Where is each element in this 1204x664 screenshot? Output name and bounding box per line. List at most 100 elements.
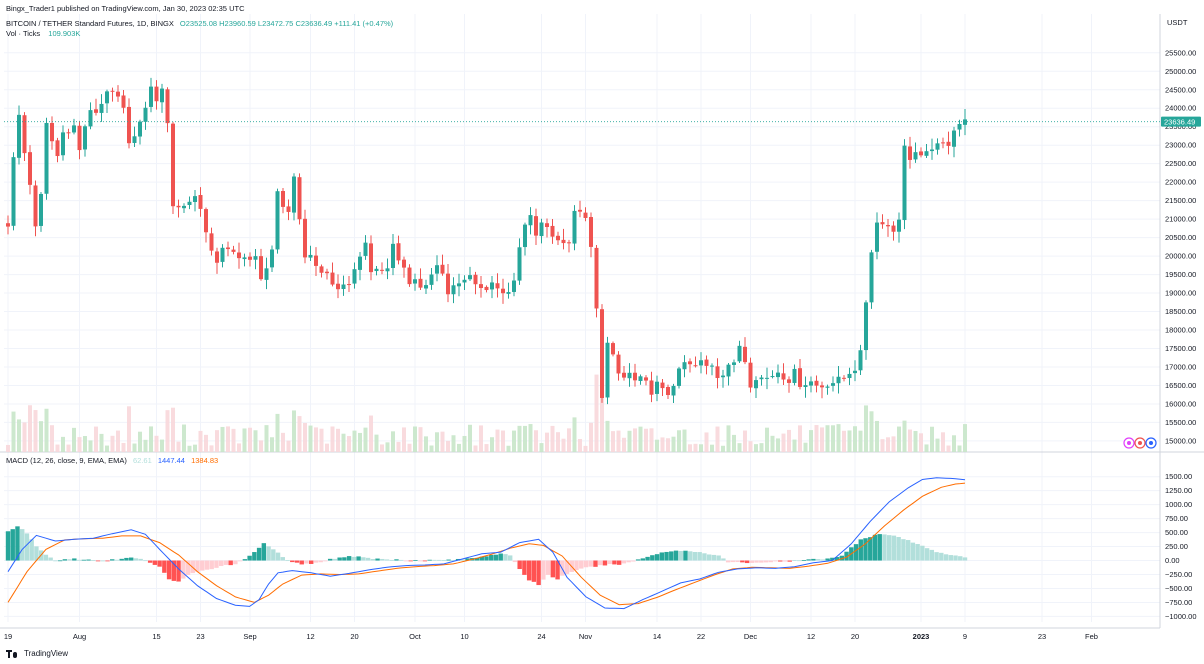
candle[interactable] <box>715 358 720 389</box>
candle[interactable] <box>561 228 566 250</box>
candle[interactable] <box>226 241 230 257</box>
candle[interactable] <box>721 369 725 388</box>
candle[interactable] <box>853 360 857 382</box>
candle[interactable] <box>880 214 885 229</box>
candle[interactable] <box>589 212 593 258</box>
candle[interactable] <box>121 89 126 114</box>
candle[interactable] <box>110 87 115 102</box>
candle[interactable] <box>765 367 769 390</box>
candle[interactable] <box>660 378 665 397</box>
candle[interactable] <box>374 266 379 276</box>
candle[interactable] <box>352 262 357 289</box>
candle[interactable] <box>259 248 263 281</box>
candle[interactable] <box>275 188 280 254</box>
candle[interactable] <box>473 271 478 295</box>
candle[interactable] <box>396 235 401 265</box>
candle[interactable] <box>105 89 109 114</box>
candle[interactable] <box>446 264 450 303</box>
candle[interactable] <box>237 242 241 269</box>
candle[interactable] <box>297 173 302 225</box>
candle[interactable] <box>490 276 494 299</box>
candle[interactable] <box>737 340 742 363</box>
candle[interactable] <box>831 376 835 392</box>
candle[interactable] <box>457 273 461 297</box>
candle[interactable] <box>253 249 258 270</box>
candle[interactable] <box>704 355 709 375</box>
candle[interactable] <box>545 218 549 238</box>
volume-label[interactable]: Vol · Ticks <box>6 29 41 38</box>
candle[interactable] <box>506 282 511 299</box>
candle[interactable] <box>143 101 148 130</box>
candle[interactable] <box>594 244 599 318</box>
candle[interactable] <box>952 126 956 158</box>
candle[interactable] <box>28 145 32 195</box>
candle[interactable] <box>451 277 456 304</box>
candle[interactable] <box>836 366 841 394</box>
candle[interactable] <box>94 98 98 116</box>
candle[interactable] <box>363 235 368 260</box>
candle[interactable] <box>215 247 219 274</box>
candle[interactable] <box>886 219 890 237</box>
candle[interactable] <box>930 138 934 160</box>
candle[interactable] <box>435 255 439 282</box>
event-icons[interactable] <box>1123 437 1157 449</box>
candle[interactable] <box>770 370 775 379</box>
macd-axis[interactable]: 1500.00 1250.00 1000.00 750.00 500.00 250.00 0… <box>1165 472 1197 621</box>
candle[interactable] <box>171 121 175 215</box>
candle[interactable] <box>649 371 654 403</box>
candle[interactable] <box>820 381 824 399</box>
price-axis[interactable]: 15000.00 15500.00 16000.00 16500.00 17000.00… <box>1165 48 1196 445</box>
candle[interactable] <box>429 268 434 290</box>
candle[interactable] <box>776 364 780 384</box>
candle[interactable] <box>55 137 60 163</box>
candle[interactable] <box>330 262 335 287</box>
candle[interactable] <box>688 358 692 373</box>
candle[interactable] <box>281 187 285 214</box>
candle[interactable] <box>781 363 786 385</box>
candle[interactable] <box>908 136 912 169</box>
candle[interactable] <box>847 367 852 386</box>
candle[interactable] <box>385 258 390 280</box>
candle[interactable] <box>644 375 648 386</box>
candle[interactable] <box>325 268 329 280</box>
candle[interactable] <box>567 239 571 253</box>
candle[interactable] <box>204 207 208 243</box>
candle[interactable] <box>336 274 340 299</box>
candle[interactable] <box>479 276 483 298</box>
candle[interactable] <box>924 143 929 158</box>
candle[interactable] <box>17 105 21 165</box>
candle[interactable] <box>693 356 698 368</box>
candle[interactable] <box>946 131 951 155</box>
last-price-badge[interactable]: 23636.49 <box>1161 116 1201 127</box>
candle[interactable] <box>391 234 395 276</box>
candle[interactable] <box>754 376 758 398</box>
candle[interactable] <box>611 341 615 357</box>
candle[interactable] <box>198 187 203 217</box>
candle[interactable] <box>512 272 516 297</box>
candle[interactable] <box>495 273 500 298</box>
macd-label[interactable]: MACD (12, 26, close, 9, EMA, EMA) <box>6 456 127 465</box>
candle[interactable] <box>127 98 131 149</box>
candle[interactable] <box>638 374 643 385</box>
candle[interactable] <box>308 245 313 261</box>
candle[interactable] <box>176 199 181 218</box>
candle[interactable] <box>242 253 247 267</box>
candle[interactable] <box>83 124 87 157</box>
candle[interactable] <box>88 102 93 130</box>
candle[interactable] <box>550 219 555 244</box>
candle[interactable] <box>149 77 153 113</box>
candle[interactable] <box>413 273 417 291</box>
candle[interactable] <box>270 245 274 273</box>
candle[interactable] <box>319 264 324 278</box>
candle[interactable] <box>187 196 192 210</box>
candle[interactable] <box>902 139 907 230</box>
candle[interactable] <box>418 268 423 290</box>
candle[interactable] <box>666 384 670 400</box>
candle[interactable] <box>710 363 714 376</box>
candle[interactable] <box>627 363 632 387</box>
candle[interactable] <box>633 363 637 387</box>
candle[interactable] <box>809 376 813 393</box>
candle[interactable] <box>913 142 918 163</box>
candle[interactable] <box>941 137 945 149</box>
